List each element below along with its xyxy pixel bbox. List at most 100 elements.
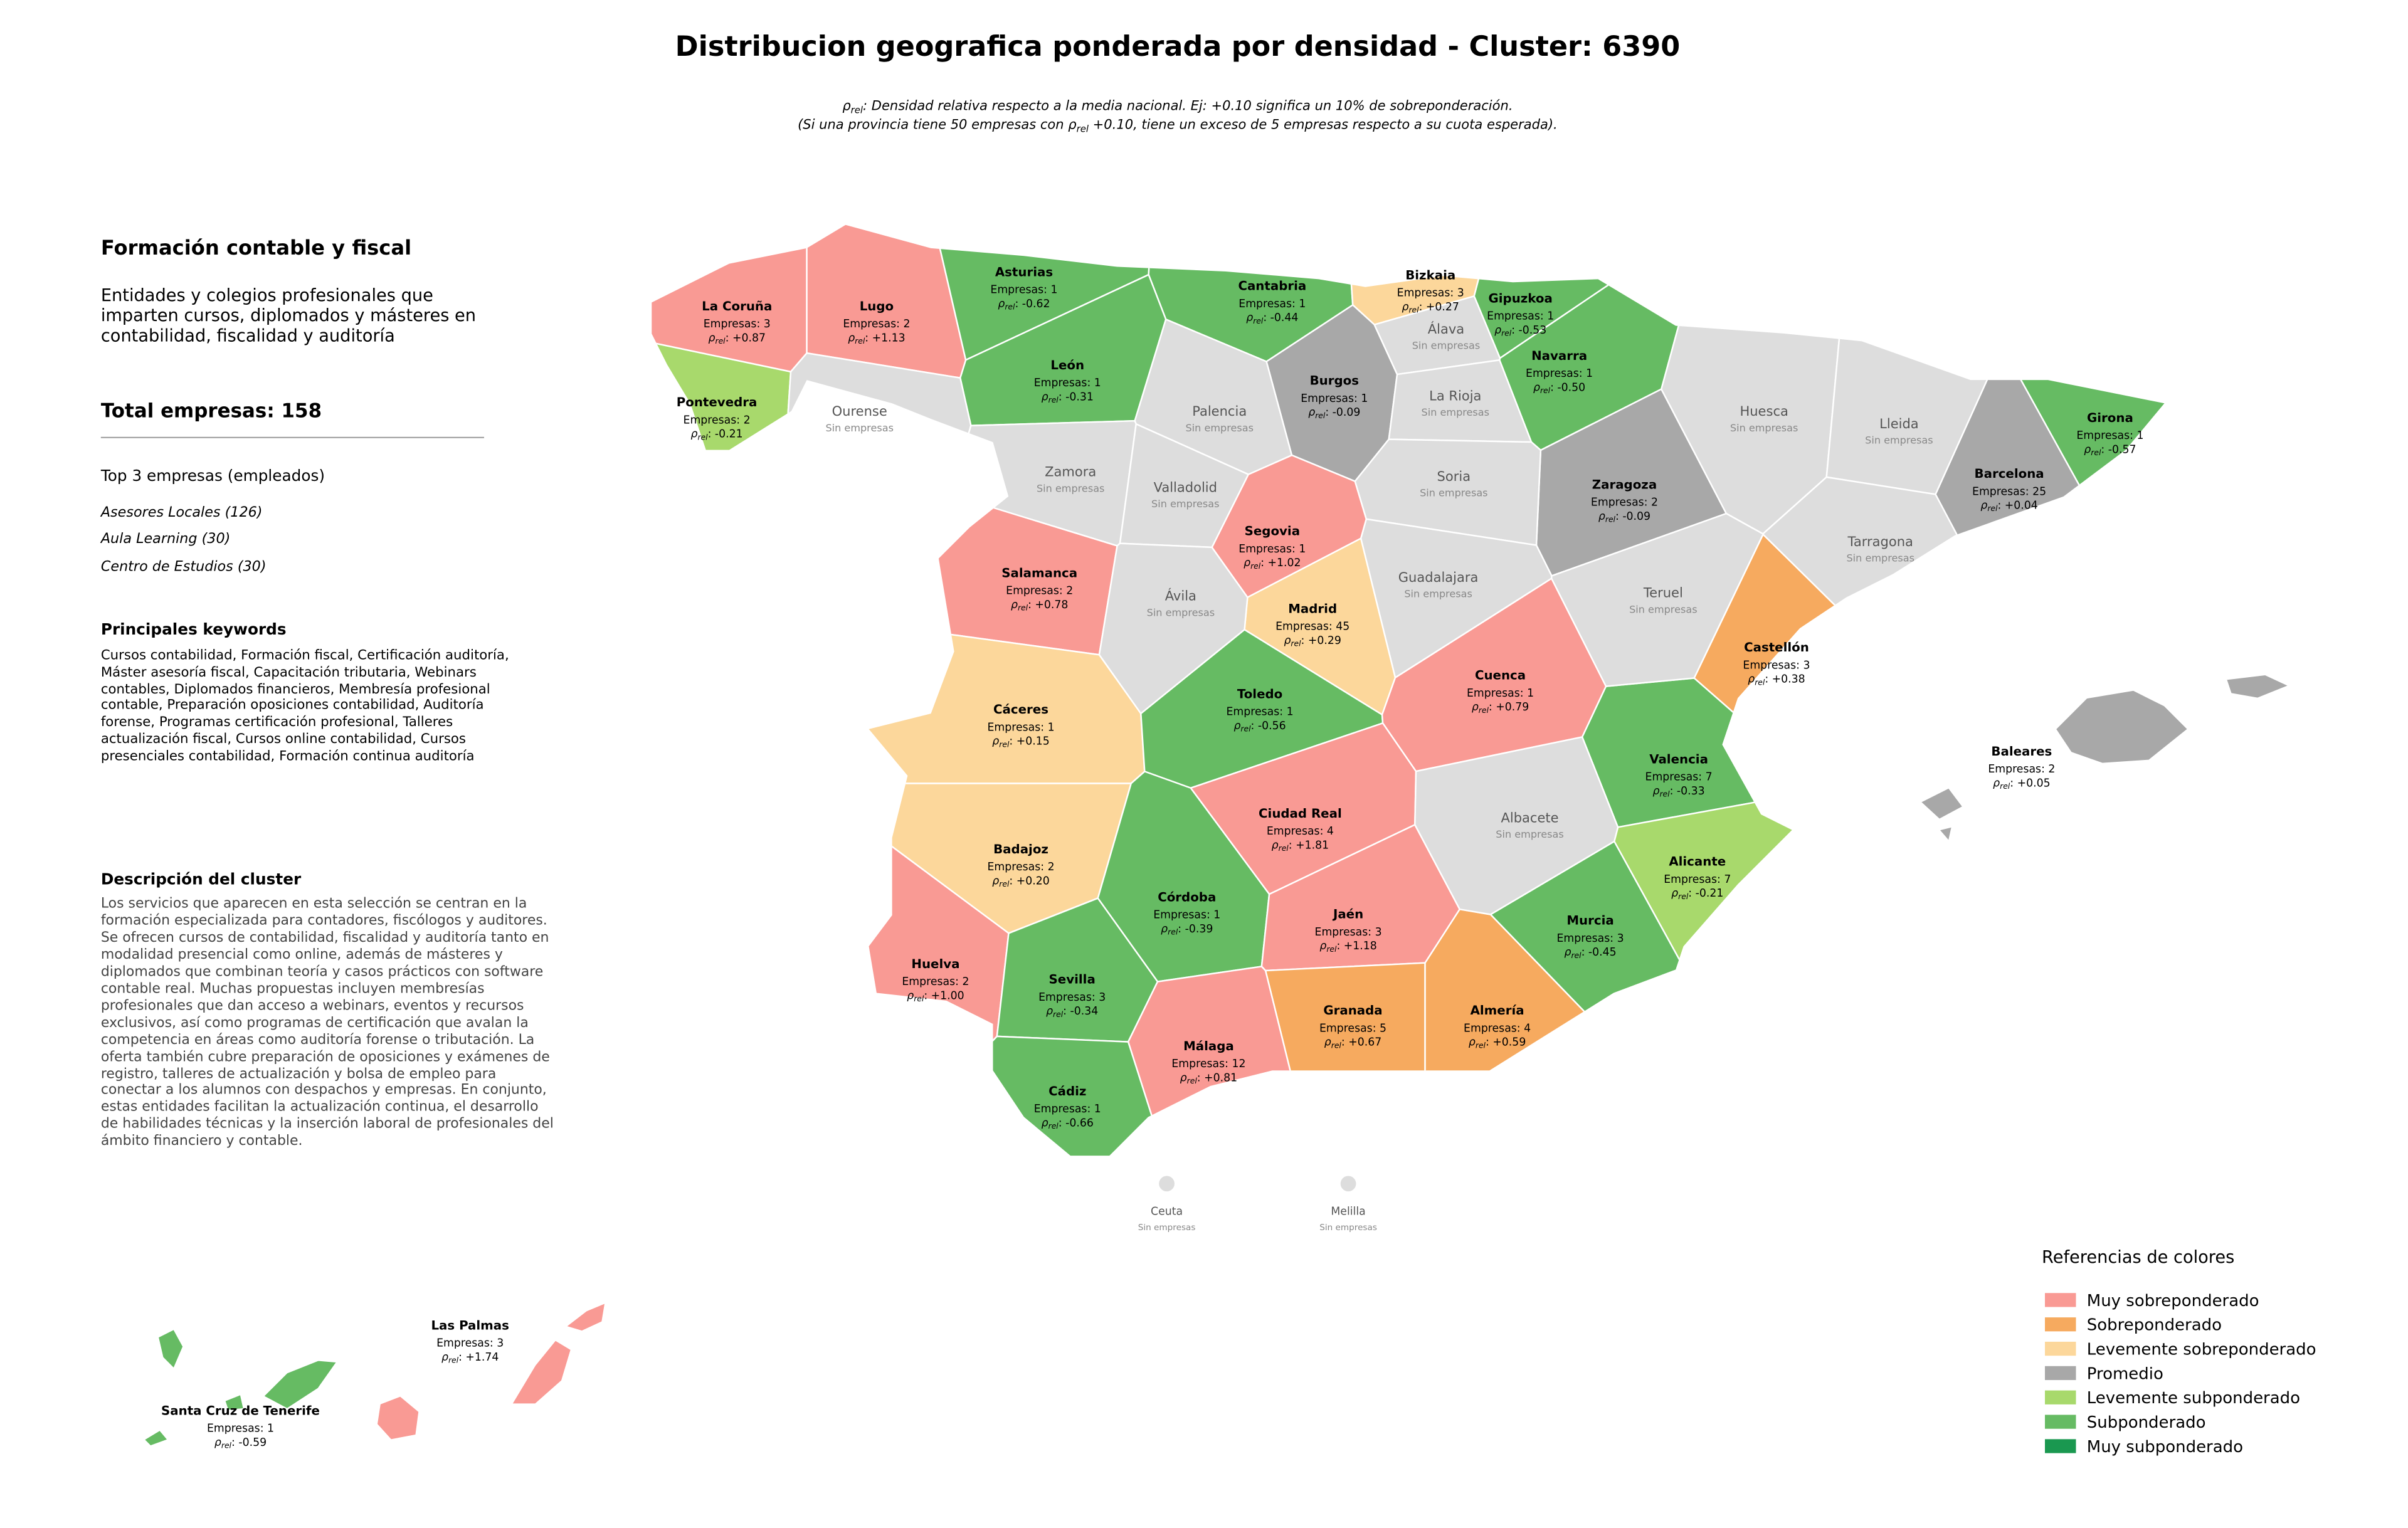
province-name: Jaén: [1332, 907, 1363, 922]
rho-sep: :: [1059, 1117, 1062, 1129]
province-name: Huelva: [911, 957, 959, 971]
rho-value: -0.09: [1333, 406, 1361, 419]
province-name: Pontevedra: [677, 395, 758, 409]
rho-sub: rel: [1168, 928, 1178, 937]
rho-value: +0.15: [1017, 735, 1050, 748]
rho-sub: rel: [716, 337, 726, 345]
island: [2055, 690, 2189, 764]
count-value: 12: [1232, 1058, 1245, 1070]
rho-sep: :: [1670, 785, 1674, 798]
province-count: Empresas: 25: [1972, 485, 2046, 498]
rho-sep: :: [1615, 510, 1619, 523]
province-rho: ρrel: +0.27: [1402, 301, 1459, 315]
rho-sub: rel: [1048, 396, 1059, 404]
province-count: Empresas: 1: [987, 721, 1054, 734]
cluster-heading: Descripción del cluster: [100, 872, 302, 889]
rho-sep: :: [1582, 946, 1585, 959]
rho-value: +0.67: [1348, 1036, 1381, 1049]
province-rho: ρrel: +0.67: [1324, 1036, 1381, 1050]
rho: ρ: [709, 332, 716, 344]
count-prefix: Empresas:: [1645, 771, 1703, 784]
top-item: Aula Learning (30): [100, 532, 231, 548]
province-rho: ρrel: +0.38: [1748, 673, 1805, 687]
rho-sep: :: [1178, 923, 1181, 935]
rho: ρ: [1233, 720, 1240, 732]
rho-value: -0.62: [1022, 298, 1050, 310]
rho-sub: rel: [1048, 1122, 1059, 1130]
rho: ρ: [1319, 940, 1326, 952]
count-value: 1: [1051, 284, 1058, 297]
rho: ρ: [2084, 443, 2091, 456]
province-name: Albacete: [1501, 809, 1559, 825]
top-item: Asesores Locales (126): [100, 505, 263, 522]
count-value: 2: [962, 976, 969, 988]
province-name: Santa Cruz de Tenerife: [161, 1403, 320, 1418]
rho: ρ: [848, 332, 855, 344]
rho-value: +1.74: [465, 1351, 499, 1364]
rho-sub: rel: [1755, 678, 1765, 687]
rho-sep: :: [1251, 720, 1255, 732]
rho: ρ: [1042, 1117, 1048, 1129]
province: [1264, 962, 1426, 1156]
province-name: Lleida: [1879, 416, 1919, 431]
rho-value: -0.57: [2108, 443, 2136, 456]
province-rho: ρrel: -0.34: [1046, 1005, 1098, 1019]
province-count: Empresas: 3: [1315, 926, 1382, 939]
no-data-label: Sin empresas: [825, 422, 894, 434]
count-prefix: Empresas:: [990, 284, 1047, 297]
province-count: Empresas: 3: [704, 318, 771, 330]
rho-value: -0.59: [238, 1436, 267, 1449]
count-prefix: Empresas:: [1464, 1022, 1521, 1035]
rho-sub: rel: [221, 1441, 232, 1450]
province-count: Empresas: 2: [843, 318, 910, 330]
count-prefix: Empresas:: [1315, 926, 1372, 939]
rho: ρ: [1246, 312, 1253, 324]
rho-value: +0.05: [2017, 777, 2051, 789]
rho-value: +1.00: [931, 989, 964, 1002]
rho-sub: rel: [1987, 504, 1998, 513]
count-value: 1: [1586, 367, 1593, 380]
rho: ρ: [998, 298, 1005, 310]
title: Distribucion geografica ponderada por de…: [675, 30, 1681, 63]
rho-sub: rel: [1240, 725, 1251, 734]
rho-sub: rel: [1291, 640, 1301, 648]
rho: ρ: [1472, 701, 1479, 714]
rho-sep: :: [1009, 875, 1013, 887]
no-data-label: Sin empresas: [1319, 1223, 1377, 1233]
legend-label: Sobreponderado: [2087, 1316, 2222, 1335]
province-count: Empresas: 1: [1526, 367, 1593, 380]
province-rho: ρrel: +1.74: [441, 1351, 499, 1365]
count-prefix: Empresas:: [1038, 991, 1096, 1004]
count-value: 3: [1375, 926, 1382, 939]
island: [1938, 826, 1953, 842]
province-rho: ρrel: -0.56: [1233, 720, 1286, 734]
subtitle-text: (Si una provincia tiene 50 empresas con: [798, 116, 1068, 132]
rho: ρ: [1042, 391, 1048, 403]
rho-value: -0.53: [1519, 324, 1547, 337]
province-count: Empresas: 7: [1645, 771, 1713, 784]
province-name: León: [1050, 358, 1084, 372]
rho-value: -0.45: [1588, 946, 1617, 959]
count-value: 2: [1066, 585, 1073, 598]
rho-sep: :: [1015, 298, 1018, 310]
rho-sub: rel: [999, 740, 1010, 749]
rho: ρ: [1308, 406, 1315, 419]
rho-value: -0.34: [1070, 1005, 1099, 1018]
legend-swatch: [2044, 1390, 2076, 1404]
province-rho: ρrel: +0.87: [709, 332, 766, 345]
rho: ρ: [1324, 1036, 1331, 1049]
province-name: Cuenca: [1475, 668, 1526, 683]
count-prefix: Empresas:: [1171, 1058, 1228, 1070]
province-name: Zamora: [1045, 464, 1096, 480]
province-rho: ρrel: +0.81: [1180, 1072, 1237, 1086]
rho-sep: :: [2101, 443, 2104, 456]
rho-sep: :: [865, 332, 869, 344]
count-prefix: Empresas:: [1226, 706, 1283, 719]
rho-sep: :: [1301, 635, 1305, 647]
province-name: Almería: [1471, 1003, 1524, 1018]
count-prefix: Empresas:: [1743, 659, 1800, 672]
rho: ρ: [214, 1436, 221, 1449]
province-name: Guadalajara: [1398, 569, 1479, 585]
rho-sub: rel: [1018, 604, 1028, 613]
